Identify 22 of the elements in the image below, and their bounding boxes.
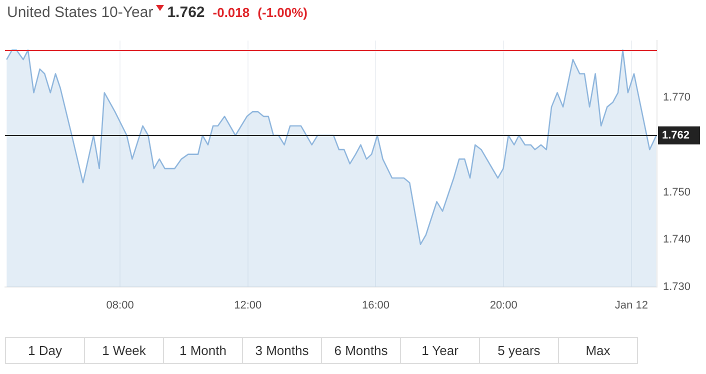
text: (-1.00%)	[258, 5, 308, 20]
y-tick-label: 1.730	[663, 281, 691, 294]
text: 3 Months	[242, 337, 322, 364]
y-tick-label: 1.770	[663, 91, 691, 104]
text: 6 Months	[321, 337, 401, 364]
text: 1 Week	[84, 337, 164, 364]
x-tick-label: Jan 12	[614, 300, 648, 312]
x-tick-label: 20:00	[490, 300, 518, 312]
ref-line-label: 1.762	[662, 129, 690, 142]
text: 1 Day	[5, 337, 85, 364]
chart-title: United States 10-Year	[7, 4, 154, 21]
x-tick-label: 08:00	[106, 300, 134, 312]
text: 1.762	[167, 4, 205, 21]
x-tick-label: 16:00	[362, 300, 390, 312]
y-tick-label: 1.750	[663, 186, 691, 198]
text: -0.018	[212, 5, 250, 20]
x-tick-label: 12:00	[234, 300, 262, 312]
text: 1 Month	[163, 337, 243, 364]
text: 1 Year	[400, 337, 480, 364]
text: Max	[558, 337, 638, 364]
y-tick-label: 1.740	[663, 234, 691, 246]
text: 5 years	[479, 337, 559, 364]
